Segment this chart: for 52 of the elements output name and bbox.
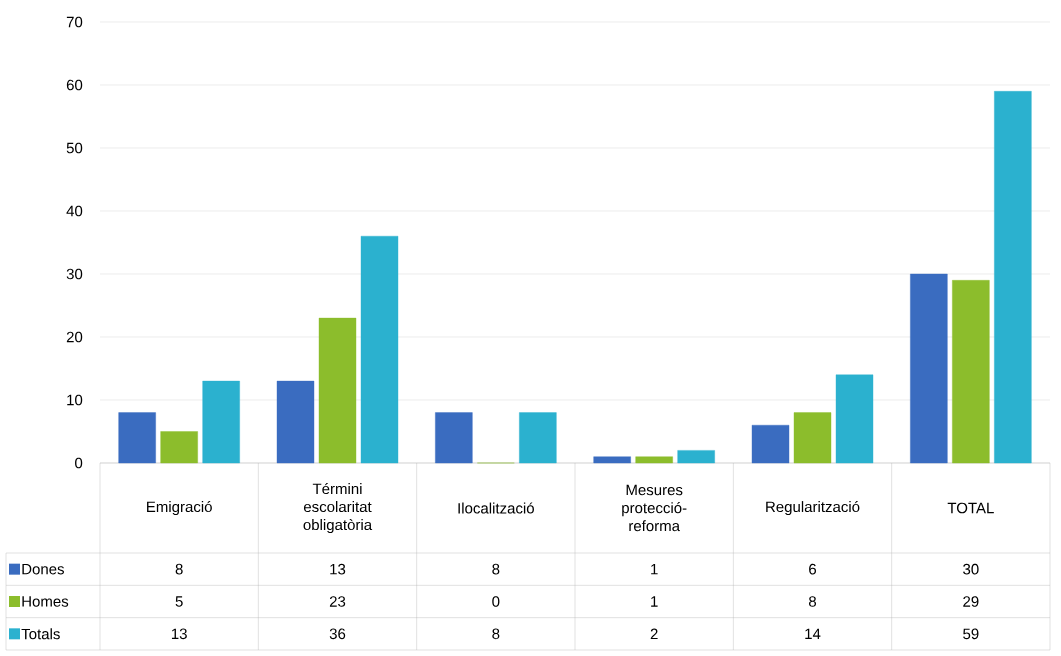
y-tick-label: 70 <box>66 16 83 28</box>
bar <box>276 380 315 464</box>
y-tick-label: 0 <box>75 457 83 469</box>
bar <box>994 91 1032 464</box>
data-label: 6 <box>809 563 817 575</box>
bar <box>202 380 240 464</box>
data-label: 8 <box>809 596 817 607</box>
data-label: 0 <box>492 596 500 607</box>
data-label: 30 <box>963 563 979 575</box>
bar <box>118 412 156 464</box>
legend-label: Dones <box>22 563 64 575</box>
data-label: 59 <box>963 628 979 640</box>
data-label: 2 <box>650 628 658 640</box>
data-label: 14 <box>805 628 821 639</box>
bar <box>635 456 673 464</box>
y-tick-label: 10 <box>67 394 83 406</box>
y-tick-label: 40 <box>66 205 83 217</box>
x-tick-label: TOTAL <box>947 502 994 514</box>
bar <box>360 236 399 464</box>
y-tick-label: 20 <box>66 331 83 343</box>
legend-label: Homes <box>22 596 69 607</box>
x-tick-label: Emigració <box>147 500 212 516</box>
bar <box>593 456 631 464</box>
bar <box>318 317 357 464</box>
bar <box>160 431 198 464</box>
data-label: 1 <box>651 596 658 607</box>
y-tick-label: 60 <box>66 79 83 91</box>
data-label: 13 <box>171 628 187 640</box>
data-label: 23 <box>329 596 346 607</box>
x-tick-label: Términi escolaritat obligatòria <box>303 482 373 534</box>
bar <box>435 412 473 464</box>
data-label: 8 <box>175 563 183 575</box>
bar <box>910 273 948 464</box>
data-label: 5 <box>175 596 183 607</box>
y-tick-label: 50 <box>66 142 83 154</box>
x-tick-label: Regularització <box>766 500 860 516</box>
x-tick-label: Mesures protecció-reforma <box>622 484 687 532</box>
bar <box>751 425 790 464</box>
y-tick-label: 30 <box>66 268 83 280</box>
legend-label: Totals <box>21 628 60 640</box>
bar <box>952 280 990 464</box>
data-label: 8 <box>492 628 500 640</box>
data-label: 29 <box>963 596 979 607</box>
x-tick-label: Ilocalització <box>458 502 534 514</box>
data-label: 13 <box>330 563 346 575</box>
data-label: 8 <box>492 563 500 575</box>
bar <box>677 450 715 464</box>
data-label: 1 <box>651 564 658 575</box>
bar <box>835 374 874 464</box>
bar <box>793 412 832 464</box>
data-label: 36 <box>329 628 346 640</box>
bar <box>519 412 557 464</box>
